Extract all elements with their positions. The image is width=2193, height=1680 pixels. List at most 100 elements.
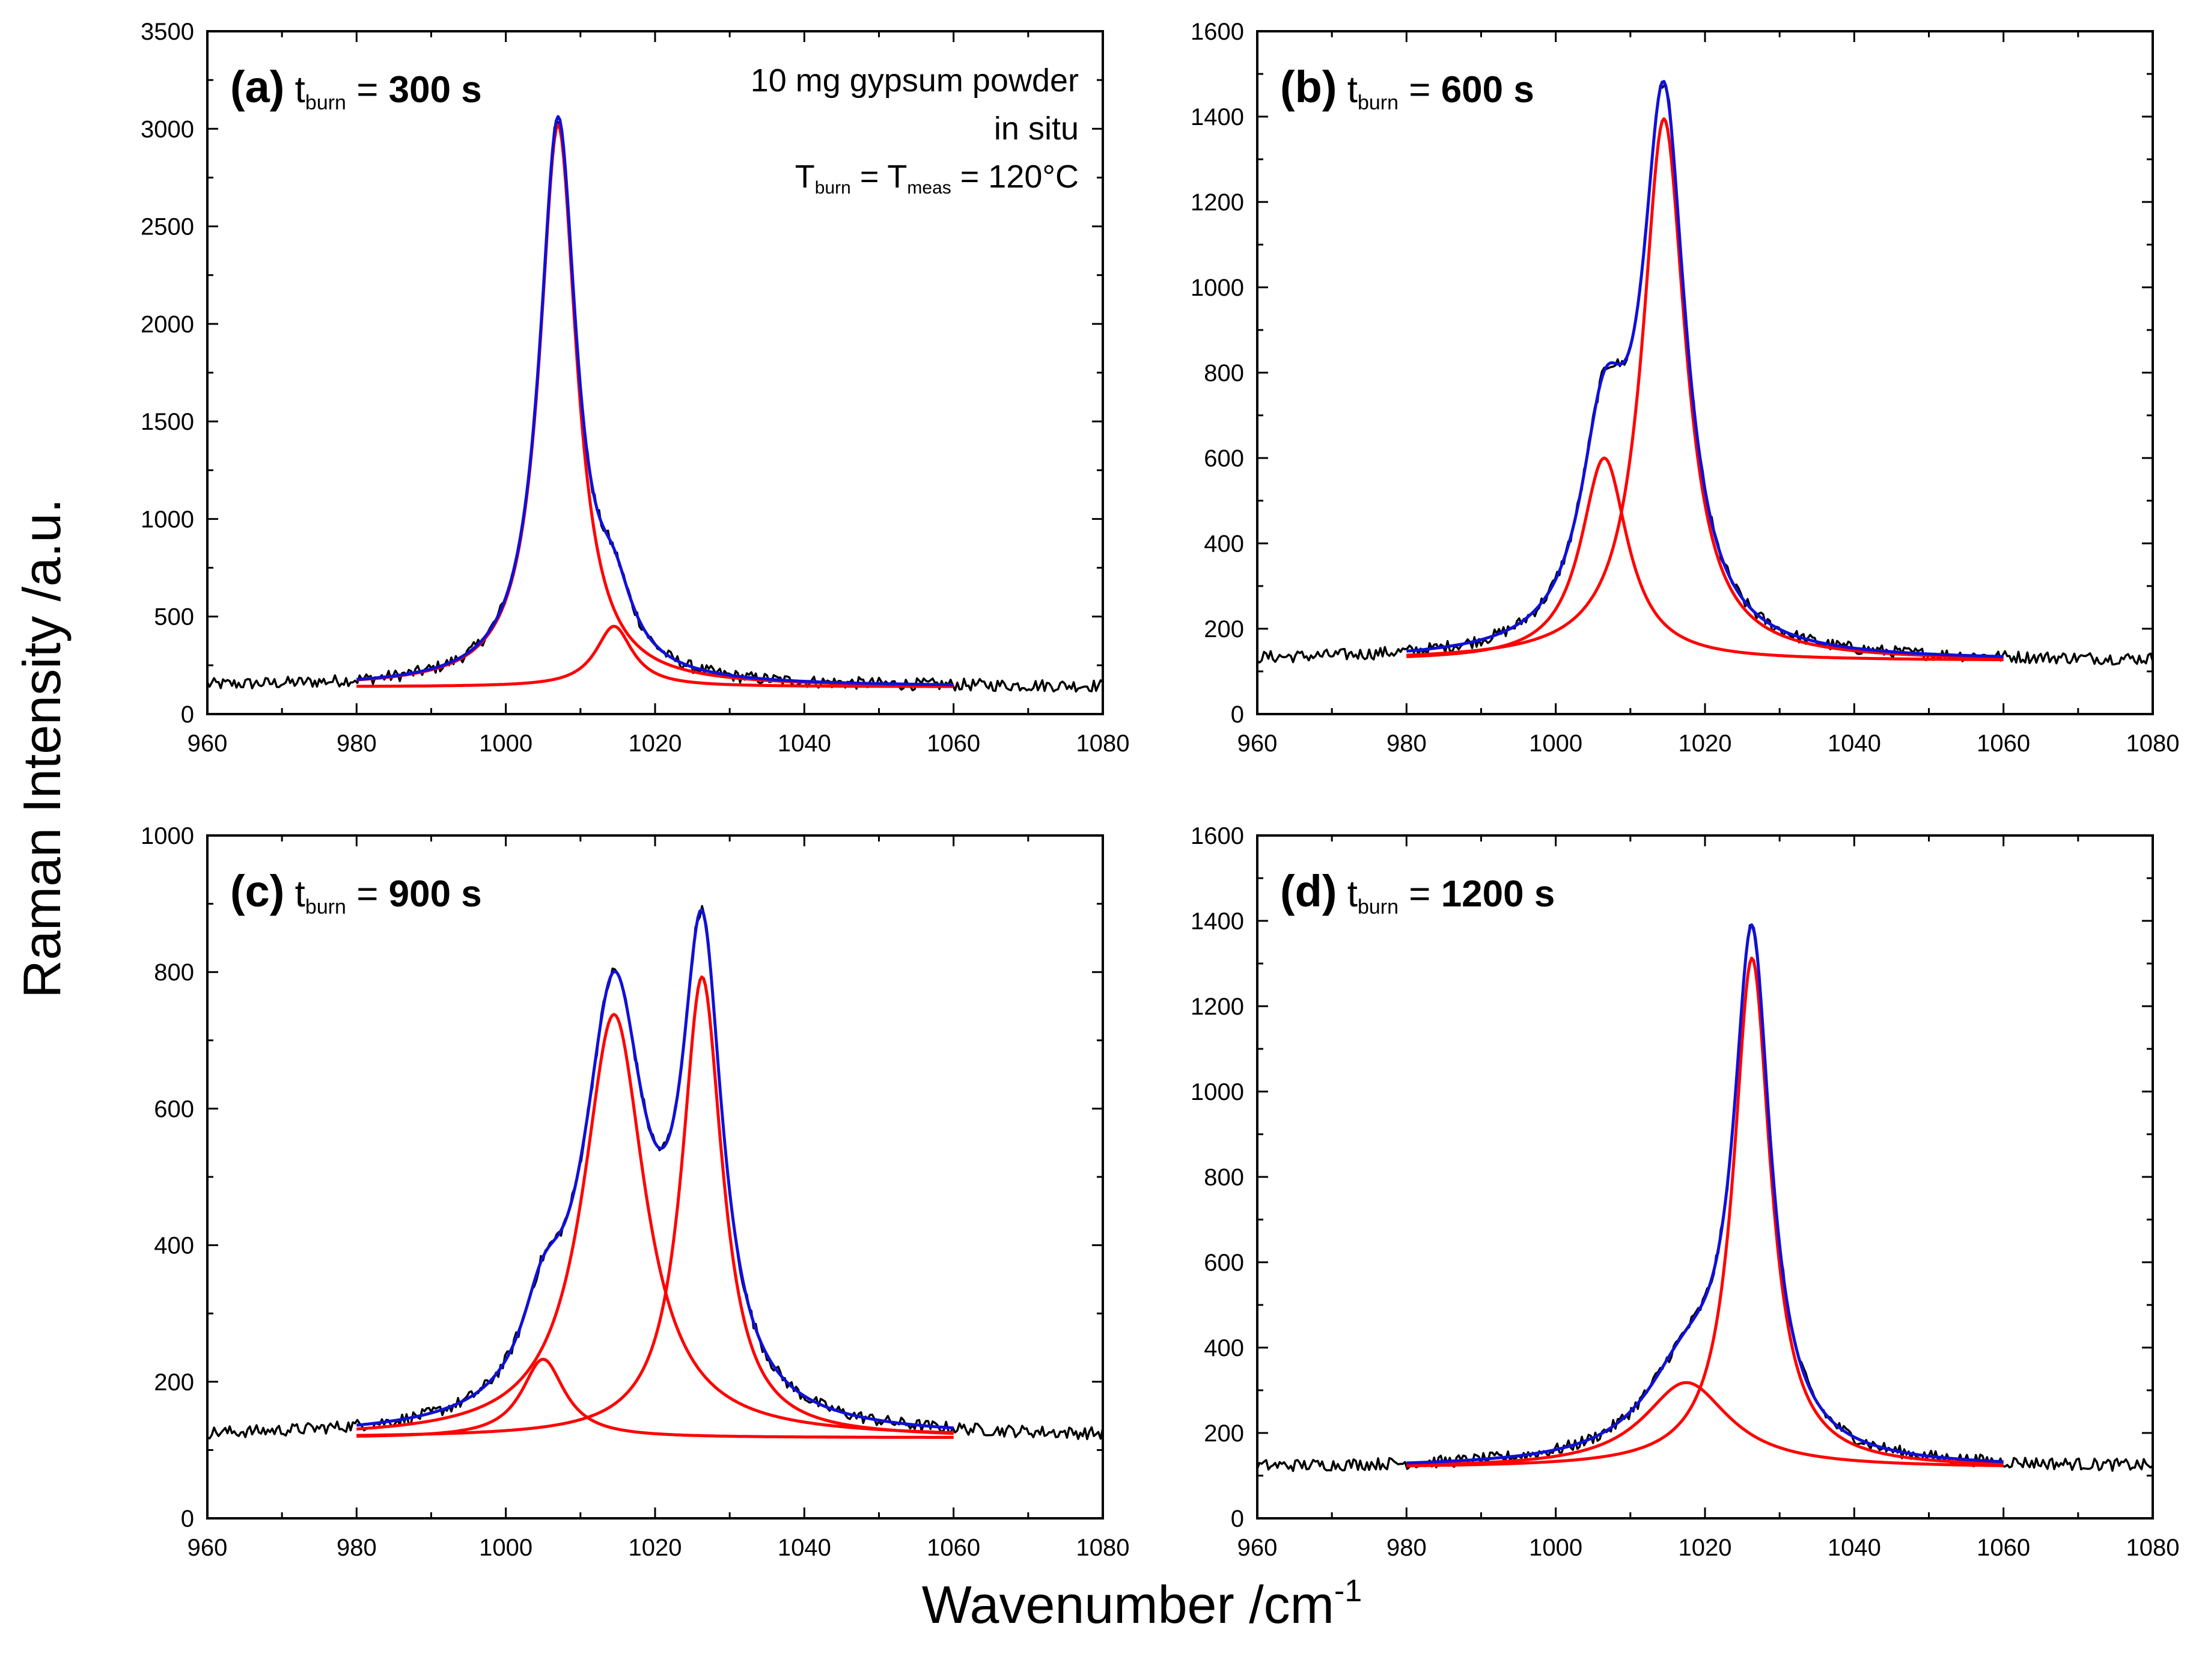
panel-c-x-tick-label: 1040 [778,1535,831,1561]
panel-a-y-tick-label: 1000 [141,506,194,533]
x-axis-label-text: Wavenumber /cm [922,1575,1334,1634]
panel-c-y-tick-label: 600 [154,1096,194,1122]
panel-c-y-tick-label: 200 [154,1369,194,1396]
panel-c-y-tick-label: 800 [154,959,194,986]
panel-b-y-tick-label: 0 [1231,701,1244,728]
panel-c-x-tick-label: 1000 [479,1535,532,1561]
panel-d-x-tick-label: 1000 [1529,1535,1582,1561]
panel-d-label-subscript: burn [1358,896,1398,918]
panel-a-x-tick-label: 1020 [629,730,682,757]
panel-b-x-tick-label: 980 [1386,730,1427,757]
panel-c-fit-sum [356,908,954,1430]
panel-b-label: (b) tburn = 600 s [1280,62,1534,114]
panel-a-x-tick-label: 1060 [927,730,980,757]
panel-a-x-tick-label: 960 [188,730,228,757]
panel-a-y-tick-label: 3000 [141,116,194,142]
panel-c-x-tick-label: 960 [188,1535,228,1561]
panel-b-y-tick-label: 1000 [1191,275,1244,301]
panel-a: 960 980 1000 1020 1040 1060 1080 0 500 1000 1500 20… [141,19,1129,757]
panel-c-label-subscript: burn [305,896,346,918]
panel-b-label-var: t [1337,69,1358,111]
annotation-line-1: 10 mg gypsum powder [751,63,1079,99]
panel-c-label-equals: = [346,873,389,915]
panel-c: 960 980 1000 1020 1040 1060 1080 0 200 400 600 800 1… [141,823,1129,1561]
annotation-subscript-1: burn [815,178,851,198]
panel-d-x-tick-label: 1020 [1679,1535,1732,1561]
annotation-subscript-2: meas [907,178,951,198]
panel-b-x-tick-label: 1040 [1828,730,1881,757]
x-axis-label: Wavenumber /cm-1 [922,1574,1362,1634]
panel-c-letter: (c) [230,866,284,916]
panel-d-y-tick-label: 1400 [1191,908,1244,935]
panel-c-x-tick-label: 1060 [927,1535,980,1561]
panel-a-component-2 [356,625,954,688]
panel-d-x-tick-label: 960 [1237,1535,1278,1561]
panel-c-label-var: t [284,873,305,915]
panel-a-y-tick-label: 3500 [141,19,194,45]
panel-b-y-tick-label: 200 [1204,616,1244,643]
panel-b-y-tick-label: 1400 [1191,104,1244,130]
panel-d-y-tick-label: 800 [1204,1164,1244,1191]
panel-d-letter: (d) [1280,866,1337,916]
panel-a-label-subscript: burn [305,91,346,114]
panel-b-x-tick-label: 1020 [1679,730,1732,757]
panel-d-label-var: t [1337,873,1358,915]
panel-d-y-tick-label: 1200 [1191,994,1244,1020]
panel-a-x-tick-label: 980 [337,730,377,757]
panel-b-y-tick-label: 400 [1204,531,1244,557]
panel-c-x-tick-label: 1020 [629,1535,682,1561]
panel-b-y-tick-label: 1200 [1191,189,1244,216]
panel-b-x-tick-label: 1080 [2126,730,2180,757]
panel-a-y-tick-label: 500 [154,604,194,631]
panel-b-x-tick-label: 1000 [1529,730,1582,757]
panel-b-y-tick-label: 800 [1204,360,1244,386]
panel-c-component-3 [356,975,954,1437]
panel-c-label-value: 900 s [389,873,482,915]
panel-d-fit-sum [1406,923,2004,1465]
panel-c-y-tick-label: 1000 [141,823,194,849]
panel-d-label-equals: = [1398,873,1441,915]
annotation-var-1: T [795,159,815,195]
panel-d-component-2 [1406,956,2004,1468]
panel-b-x-tick-label: 1060 [1977,730,2030,757]
panel-d: 960 980 1000 1020 1040 1060 1080 0 200 400 600 800 1… [1191,823,2179,1561]
panel-d-y-tick-label: 600 [1204,1250,1244,1276]
panel-c-y-tick-label: 0 [181,1506,194,1532]
panel-d-y-tick-label: 0 [1231,1506,1244,1532]
panel-a-x-tick-label: 1080 [1076,730,1130,757]
panel-b-x-tick-label: 960 [1237,730,1278,757]
x-axis-label-superscript: -1 [1334,1574,1362,1608]
panel-b: 960 980 1000 1020 1040 1060 1080 0 200 400 600 800 1… [1191,19,2179,757]
panel-c-component-2 [356,1013,954,1434]
panel-d-label-value: 1200 s [1441,873,1555,915]
annotation-var-2: = T [851,159,907,195]
panel-a-y-tick-label: 1500 [141,409,194,435]
panel-c-y-tick-label: 400 [154,1233,194,1259]
panel-b-y-tick-label: 600 [1204,445,1244,472]
panel-b-fit-sum [1406,80,2004,658]
panel-a-y-tick-label: 2500 [141,214,194,240]
panel-a-label-equals: = [346,69,389,111]
panel-c-component-1 [356,1357,954,1439]
panel-d-x-tick-label: 1060 [1977,1535,2030,1561]
panel-b-label-equals: = [1398,69,1441,111]
panel-c-x-tick-label: 980 [337,1535,377,1561]
panel-d-x-tick-label: 1040 [1828,1535,1881,1561]
panel-d-y-tick-label: 1000 [1191,1079,1244,1105]
panel-a-y-tick-label: 2000 [141,311,194,338]
panel-d-label: (d) tburn = 1200 s [1280,866,1555,918]
panel-b-label-subscript: burn [1358,91,1398,114]
panel-b-letter: (b) [1280,62,1337,112]
panel-a-x-tick-label: 1040 [778,730,831,757]
panel-c-x-tick-label: 1080 [1076,1535,1130,1561]
panel-a-y-tick-label: 0 [181,701,194,728]
panel-b-component-2 [1406,117,2004,659]
annotation-line-2: in situ [994,111,1079,147]
panel-a-label: (a) tburn = 300 s [230,62,482,114]
panel-d-y-tick-label: 400 [1204,1335,1244,1361]
panel-a-fit-sum [356,115,954,686]
annotation-line-3: Tburn = Tmeas = 120°C [795,159,1079,198]
panel-c-label: (c) tburn = 900 s [230,866,482,918]
